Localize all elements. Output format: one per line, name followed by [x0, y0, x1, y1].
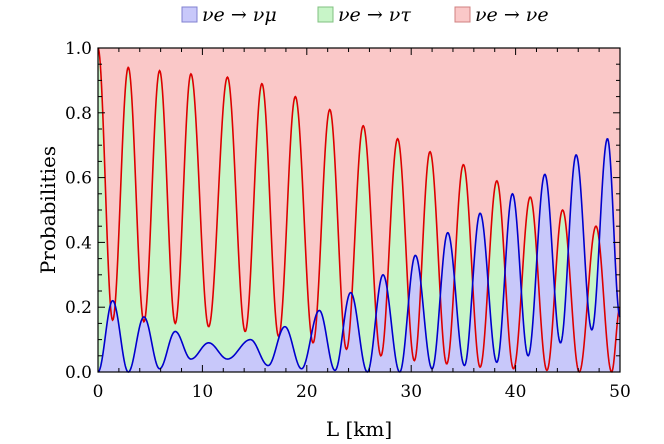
legend-label-nue: νe → νe [475, 4, 549, 26]
area-numu [98, 138, 620, 372]
x-tick-label: 10 [192, 382, 214, 402]
y-tick-label: 0.0 [65, 363, 92, 383]
y-tick-label: 0.2 [65, 298, 92, 318]
legend-swatch-nutau [317, 6, 334, 23]
legend-swatch-numu [181, 6, 198, 23]
x-tick-label: 40 [505, 382, 527, 402]
legend: νe → νμ νe → ντ νe → νe [181, 4, 549, 26]
y-tick-label: 0.8 [65, 104, 92, 124]
legend-label-numu: νe → νμ [202, 4, 277, 26]
legend-swatch-nue [454, 6, 471, 23]
x-tick-label: 0 [93, 382, 104, 402]
legend-label-nutau: νe → ντ [338, 4, 411, 26]
y-tick-label: 1.0 [65, 39, 92, 59]
line-numu [97, 137, 621, 373]
area-nutau [98, 48, 620, 372]
x-tick-label: 20 [296, 382, 318, 402]
y-tick-label: 0.4 [65, 233, 92, 253]
y-axis-label: Probabilities [36, 146, 60, 274]
x-tick-label: 50 [609, 382, 631, 402]
x-axis-label: L [km] [326, 417, 392, 441]
line-nue [97, 47, 621, 373]
x-tick-label: 30 [400, 382, 422, 402]
y-tick-label: 0.6 [65, 169, 92, 189]
